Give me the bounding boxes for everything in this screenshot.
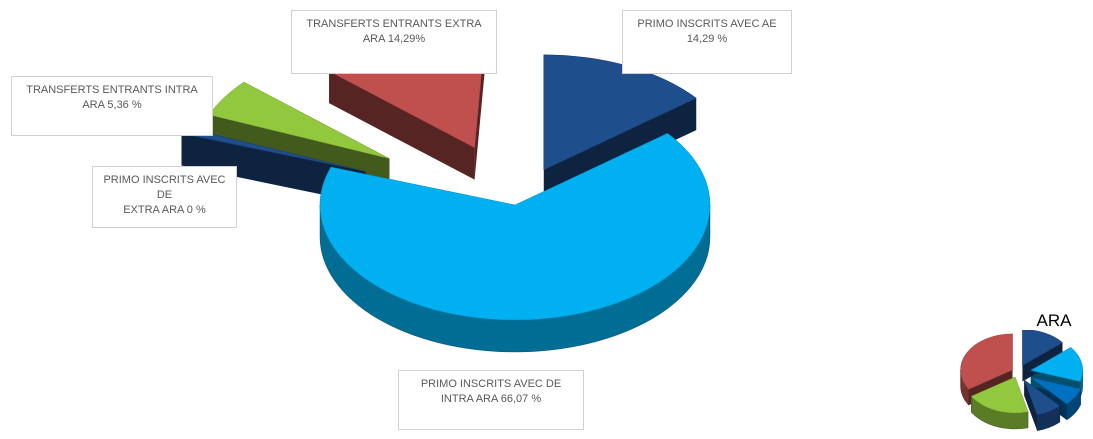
main-slice-transf_extra-cut-0 xyxy=(329,71,475,180)
slice-label-transferts-intra-line1: TRANSFERTS ENTRANTS INTRA xyxy=(26,84,198,96)
inset-slice-slice-1-top xyxy=(1030,347,1084,382)
slice-label-primo-ae: PRIMO INSCRITS AVEC AE 14,29 % xyxy=(622,10,792,74)
slice-label-primo-extra-line1: PRIMO INSCRITS AVEC DE xyxy=(103,174,226,201)
inset-slice-slice-5-top xyxy=(960,333,1013,390)
inset-slice-slice-4-top xyxy=(970,376,1029,414)
slice-label-transferts-extra-line2: ARA 14,29% xyxy=(362,33,426,45)
slice-label-primo-extra: PRIMO INSCRITS AVEC DE EXTRA ARA 0 % xyxy=(92,166,237,228)
main-slice-primo_intra-top xyxy=(319,133,711,321)
slice-label-transferts-extra-line1: TRANSFERTS ENTRANTS EXTRA xyxy=(306,18,482,30)
pie-chart-inset xyxy=(960,330,1084,431)
slice-label-transferts-intra-line2: ARA 5,36 % xyxy=(82,99,142,111)
slice-label-primo-extra-line2: EXTRA ARA 0 % xyxy=(123,204,206,216)
slice-label-primo-intra-line2: INTRA ARA 66,07 % xyxy=(440,393,542,405)
slice-label-transferts-extra: TRANSFERTS ENTRANTS EXTRA ARA 14,29% xyxy=(291,10,497,74)
slice-label-primo-intra: PRIMO INSCRITS AVEC DE INTRA ARA 66,07 % xyxy=(398,370,584,430)
main-slice-primo_extra-cut-0 xyxy=(181,133,366,204)
slice-label-primo-intra-line1: PRIMO INSCRITS AVEC DE xyxy=(420,378,562,390)
slice-label-transferts-intra: TRANSFERTS ENTRANTS INTRA ARA 5,36 % xyxy=(11,76,213,136)
slice-label-primo-ae-line2: 14,29 % xyxy=(686,33,728,45)
inset-slice-slice-0-top xyxy=(1022,330,1063,366)
inset-chart-title: ARA xyxy=(1036,311,1072,330)
inset-slice-slice-3-top xyxy=(1023,379,1061,416)
inset-slice-slice-2-top xyxy=(1031,377,1081,405)
inset-slice-slice-0-cut-1 xyxy=(1022,342,1063,382)
slice-label-primo-ae-line1: PRIMO INSCRITS AVEC AE xyxy=(637,18,777,30)
